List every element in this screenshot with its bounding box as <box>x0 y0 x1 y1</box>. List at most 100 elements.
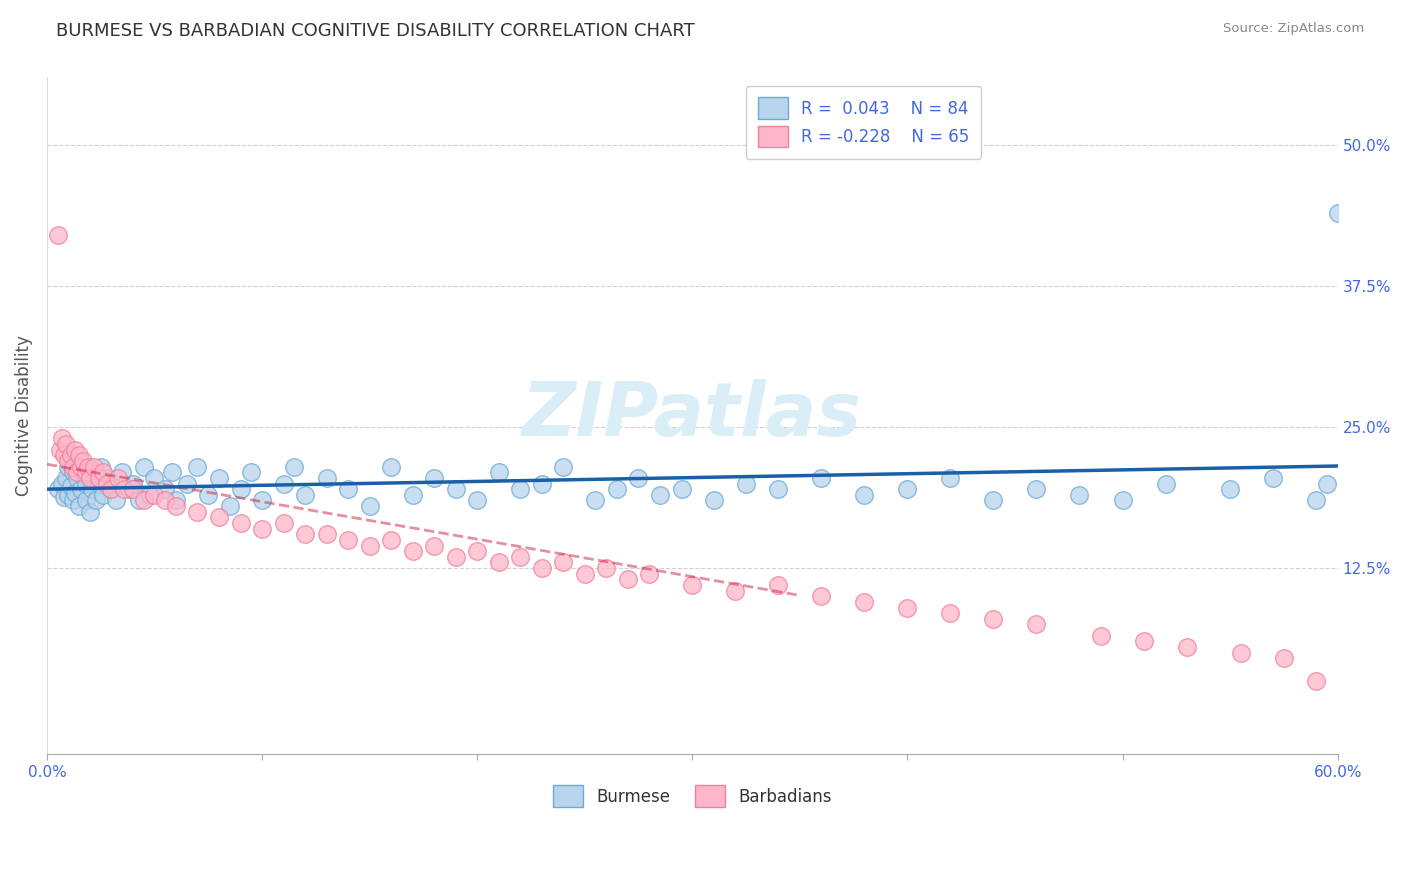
Point <box>75 476 97 491</box>
Point <box>638 566 661 581</box>
Point <box>128 493 150 508</box>
Point <box>53 490 76 504</box>
Point <box>530 476 553 491</box>
Point <box>273 516 295 530</box>
Point <box>83 465 105 479</box>
Point <box>1025 617 1047 632</box>
Point <box>165 493 187 508</box>
Point <box>63 485 86 500</box>
Point <box>1305 673 1327 688</box>
Point <box>132 493 155 508</box>
Point <box>72 454 94 468</box>
Text: BURMESE VS BARBADIAN COGNITIVE DISABILITY CORRELATION CHART: BURMESE VS BARBADIAN COGNITIVE DISABILIT… <box>56 22 695 40</box>
Point <box>939 471 962 485</box>
Point <box>91 488 114 502</box>
Point <box>208 510 231 524</box>
Point <box>176 476 198 491</box>
Point <box>87 476 110 491</box>
Point <box>62 459 84 474</box>
Point <box>853 488 876 502</box>
Point <box>681 578 703 592</box>
Point <box>488 465 510 479</box>
Point <box>96 476 118 491</box>
Point <box>76 459 98 474</box>
Point <box>79 471 101 485</box>
Point <box>132 459 155 474</box>
Point <box>53 448 76 462</box>
Point <box>1219 482 1241 496</box>
Point <box>91 465 114 479</box>
Point <box>444 482 467 496</box>
Point <box>380 533 402 547</box>
Point <box>315 527 337 541</box>
Point <box>703 493 725 508</box>
Point <box>250 522 273 536</box>
Point <box>380 459 402 474</box>
Point <box>229 482 252 496</box>
Text: Source: ZipAtlas.com: Source: ZipAtlas.com <box>1223 22 1364 36</box>
Point <box>66 471 89 485</box>
Point <box>66 465 89 479</box>
Point <box>648 488 671 502</box>
Point <box>80 482 103 496</box>
Point <box>465 544 488 558</box>
Point <box>401 544 423 558</box>
Point <box>401 488 423 502</box>
Point <box>273 476 295 491</box>
Point <box>122 476 145 491</box>
Point <box>46 482 69 496</box>
Point <box>574 566 596 581</box>
Point <box>143 471 166 485</box>
Point <box>853 595 876 609</box>
Point <box>250 493 273 508</box>
Point <box>49 442 72 457</box>
Point <box>1069 488 1091 502</box>
Point <box>229 516 252 530</box>
Point <box>359 499 381 513</box>
Point <box>595 561 617 575</box>
Y-axis label: Cognitive Disability: Cognitive Disability <box>15 335 32 496</box>
Point <box>70 459 93 474</box>
Point <box>59 479 82 493</box>
Point <box>423 471 446 485</box>
Point <box>585 493 607 508</box>
Point <box>155 493 177 508</box>
Point <box>1326 206 1348 220</box>
Point <box>100 482 122 496</box>
Point <box>1316 476 1339 491</box>
Point <box>72 465 94 479</box>
Point <box>294 527 316 541</box>
Point <box>58 454 80 468</box>
Point <box>724 583 747 598</box>
Point <box>117 482 139 496</box>
Point <box>67 454 90 468</box>
Point <box>107 471 129 485</box>
Point <box>87 471 110 485</box>
Point <box>983 612 1005 626</box>
Point <box>100 482 122 496</box>
Point <box>735 476 758 491</box>
Point <box>616 573 638 587</box>
Point <box>1090 629 1112 643</box>
Point <box>1305 493 1327 508</box>
Point <box>553 459 575 474</box>
Point <box>1175 640 1198 654</box>
Point <box>1133 634 1156 648</box>
Point <box>51 431 73 445</box>
Point <box>1261 471 1284 485</box>
Point <box>139 488 162 502</box>
Point <box>337 533 360 547</box>
Point <box>509 482 531 496</box>
Point <box>186 459 208 474</box>
Point <box>83 459 105 474</box>
Point <box>488 556 510 570</box>
Point <box>671 482 693 496</box>
Point <box>112 482 135 496</box>
Point <box>1230 646 1253 660</box>
Point <box>90 459 112 474</box>
Point <box>768 482 790 496</box>
Point <box>218 499 240 513</box>
Point <box>55 471 77 485</box>
Point <box>423 539 446 553</box>
Point <box>337 482 360 496</box>
